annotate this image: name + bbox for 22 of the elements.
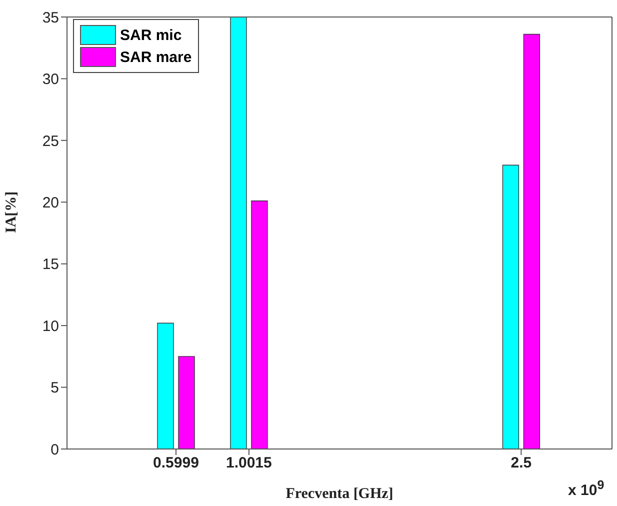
y-tick-label: 30 — [42, 71, 59, 88]
legend-label: SAR mare — [120, 48, 192, 66]
y-tick-label: 10 — [42, 318, 59, 335]
y-tick-label: 15 — [42, 256, 59, 274]
y-tick-label: 20 — [42, 194, 59, 212]
bar — [178, 356, 195, 449]
x-tick-label: 2.5 — [510, 454, 532, 472]
y-tick-label: 25 — [42, 132, 59, 150]
x-tick-label: 0.5999 — [153, 454, 199, 472]
x-tick-label: 1.0015 — [226, 454, 272, 472]
y-tick-label: 5 — [50, 380, 59, 397]
y-tick-label: 0 — [50, 441, 59, 458]
bar — [523, 34, 540, 449]
bar — [251, 200, 268, 449]
axis-exponent: x 10$^{9}$ — [568, 478, 604, 499]
y-axis-title: IA[%] — [3, 191, 20, 233]
x-axis-title: Frecventa [GHz] — [286, 486, 394, 502]
bar — [502, 164, 520, 449]
bar — [230, 17, 247, 449]
legend-label: SAR mic — [120, 26, 182, 44]
y-tick-label: 35 — [42, 9, 59, 26]
bar — [157, 322, 174, 449]
